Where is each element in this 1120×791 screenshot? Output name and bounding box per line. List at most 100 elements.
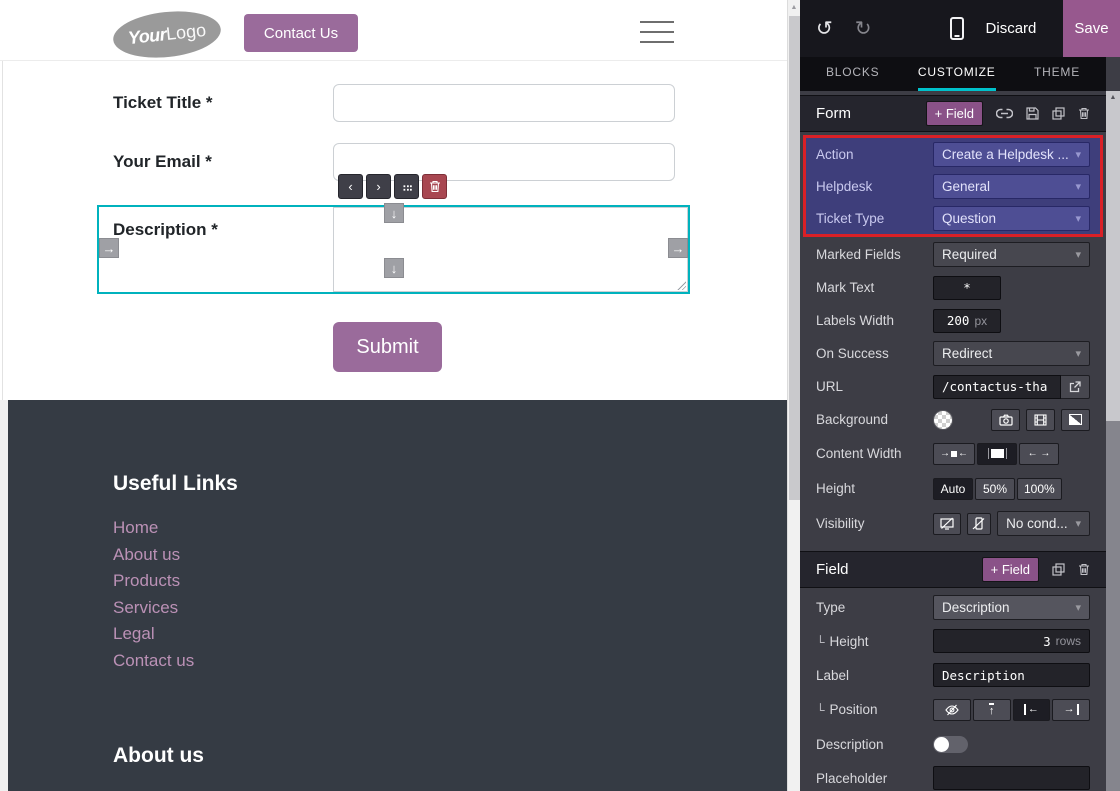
footer-link-contact-us[interactable]: Contact us — [113, 650, 195, 670]
label-top-button[interactable]: ↑ — [972, 698, 1011, 721]
footer-useful-links-title: Useful Links — [113, 472, 238, 495]
background-video-button[interactable] — [1026, 408, 1055, 431]
description-toggle[interactable] — [933, 735, 968, 753]
hide-on-desktop-button[interactable] — [933, 512, 961, 535]
customize-panel: Form + Field — [800, 91, 1106, 791]
delete-block-button[interactable] — [422, 174, 447, 199]
footer-link-services[interactable]: Services — [113, 597, 179, 617]
footer-link-about-us[interactable]: About us — [113, 544, 181, 564]
open-url-button[interactable] — [1061, 374, 1090, 399]
arrow-right-icon: → — [102, 240, 116, 256]
external-link-icon — [1069, 380, 1081, 392]
anchor-link-button[interactable] — [996, 108, 1013, 119]
required-asterisk: * — [211, 220, 218, 239]
undo-button[interactable]: ↺ — [816, 19, 833, 39]
sidebar-scrollbar[interactable]: ▲ — [1106, 91, 1120, 791]
extend-left-handle[interactable]: → — [99, 238, 119, 258]
save-button[interactable]: Save — [1063, 0, 1120, 57]
labels-width-input[interactable]: 200 px — [933, 308, 1001, 333]
site-logo[interactable]: Your Logo — [110, 6, 224, 63]
background-color-swatch[interactable] — [933, 409, 953, 430]
add-row-below-handle[interactable]: ↓ — [384, 258, 404, 278]
mark-text-row: Mark Text * — [800, 271, 1106, 304]
submit-button[interactable]: Submit — [333, 322, 442, 372]
delete-field-button[interactable] — [1078, 563, 1090, 576]
placeholder-input[interactable] — [933, 766, 1090, 790]
extend-right-handle[interactable]: → — [668, 238, 688, 258]
field-label-input[interactable]: Description — [933, 663, 1090, 687]
field-section-title: Field — [816, 561, 849, 578]
background-row: Background — [800, 403, 1106, 436]
drag-grid-icon: ⠿ — [399, 183, 414, 190]
add-field-button[interactable]: + Field — [981, 557, 1039, 582]
footer-link-legal[interactable]: Legal — [113, 624, 155, 643]
label-left-button[interactable]: ← — [1012, 698, 1051, 721]
footer-link-products[interactable]: Products — [113, 571, 181, 590]
background-image-button[interactable] — [991, 408, 1020, 431]
logo-text-light: Logo — [165, 19, 207, 45]
url-row: URL /contactus-tha — [800, 370, 1106, 403]
textarea-resize-grip[interactable] — [676, 280, 686, 290]
block-manipulation-toolbar: ‹ › ⠿ — [338, 174, 447, 199]
website-preview: Your Logo Contact Us Ticket Title * Your … — [0, 0, 800, 791]
footer-link-home[interactable]: Home — [113, 518, 159, 537]
label-right-button[interactable]: → — [1052, 698, 1090, 721]
field-label-row: Label Description — [800, 658, 1106, 692]
drag-handle-button[interactable]: ⠿ — [394, 174, 419, 199]
chevron-down-icon: ▾ — [1075, 518, 1081, 530]
hamburger-menu-icon[interactable] — [640, 21, 674, 43]
shrink-icon: → — [940, 447, 950, 459]
copy-icon — [1052, 563, 1065, 576]
film-icon — [1034, 413, 1047, 426]
arrow-down-icon: ↓ — [390, 260, 398, 276]
ticket-type-label: Ticket Type — [816, 210, 885, 226]
label-hidden-button[interactable] — [933, 698, 971, 721]
background-shape-button[interactable] — [1061, 408, 1090, 431]
arrow-right-icon: → — [671, 240, 685, 256]
visibility-row: Visibility No cond... ▾ — [800, 506, 1106, 541]
visibility-condition-select[interactable]: No cond... ▾ — [997, 511, 1090, 536]
marked-fields-select[interactable]: Required ▾ — [933, 242, 1090, 267]
position-row: └ Position ↑ ← → — [800, 692, 1106, 727]
height-50-button[interactable]: 50% — [975, 477, 1015, 500]
content-width-small-button[interactable]: → ← — [933, 442, 975, 465]
scroll-up-arrow-icon[interactable]: ▲ — [790, 4, 798, 11]
helpdesk-select[interactable]: General ▾ — [933, 173, 1090, 199]
tab-theme[interactable]: THEME — [1034, 65, 1080, 79]
duplicate-button[interactable] — [1052, 107, 1065, 120]
height-auto-button[interactable]: Auto — [933, 477, 973, 500]
hide-on-mobile-button[interactable] — [966, 512, 992, 535]
delete-button[interactable] — [1078, 107, 1090, 120]
add-field-button[interactable]: + Field — [925, 101, 983, 126]
scroll-up-arrow-icon[interactable]: ▲ — [1109, 94, 1117, 101]
field-height-input[interactable]: 3 rows — [933, 629, 1090, 653]
mobile-preview-icon[interactable] — [949, 17, 964, 40]
save-snippet-button[interactable] — [1026, 107, 1039, 120]
contact-us-button[interactable]: Contact Us — [244, 14, 358, 52]
helpdesk-label: Helpdesk — [816, 178, 873, 194]
logo-text-bold: Your — [126, 24, 168, 49]
label-label: Label — [816, 667, 850, 683]
discard-button[interactable]: Discard — [985, 20, 1037, 37]
move-left-button[interactable]: ‹ — [338, 174, 363, 199]
tab-blocks[interactable]: BLOCKS — [826, 65, 880, 79]
preview-scrollbar[interactable]: ▲ — [787, 0, 800, 791]
ticket-type-select[interactable]: Question ▾ — [933, 205, 1090, 231]
on-success-select[interactable]: Redirect ▾ — [933, 341, 1090, 366]
tab-customize[interactable]: CUSTOMIZE — [917, 57, 996, 91]
ticket-title-input[interactable] — [333, 84, 675, 122]
height-100-button[interactable]: 100% — [1017, 477, 1062, 500]
type-select[interactable]: Description ▾ — [933, 594, 1090, 620]
content-width-regular-button[interactable] — [977, 442, 1017, 465]
sidebar-scrollbar-thumb[interactable]: ▲ — [1106, 91, 1120, 421]
url-input[interactable]: /contactus-tha — [933, 374, 1061, 399]
field-label-description: Description * — [113, 220, 218, 239]
move-right-button[interactable]: › — [366, 174, 391, 199]
preview-scrollbar-thumb[interactable] — [789, 16, 800, 500]
duplicate-field-button[interactable] — [1052, 563, 1065, 576]
redo-button[interactable]: ↻ — [855, 19, 872, 39]
action-select[interactable]: Create a Helpdesk ... ▾ — [933, 141, 1090, 167]
mark-text-input[interactable]: * — [933, 275, 1001, 300]
content-width-full-button[interactable]: ← → — [1019, 442, 1059, 465]
add-row-above-handle[interactable]: ↓ — [384, 203, 404, 223]
